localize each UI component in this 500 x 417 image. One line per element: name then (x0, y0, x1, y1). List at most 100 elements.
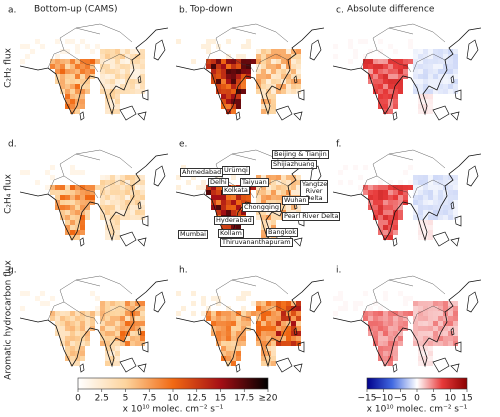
grid-cell (423, 220, 428, 225)
grid-cell (418, 94, 423, 99)
grid-cell (55, 64, 60, 69)
grid-cell (383, 296, 388, 301)
grid-cell (393, 316, 398, 321)
grid-cell (80, 79, 85, 84)
grid-cell (130, 69, 135, 74)
grid-cell (271, 79, 276, 84)
grid-cell (130, 84, 135, 89)
grid-cell (70, 225, 75, 230)
grid-cell (281, 84, 286, 89)
grid-cell (448, 341, 453, 346)
grid-cell (296, 331, 301, 336)
grid-cell (383, 99, 388, 104)
grid-cell (231, 351, 236, 356)
grid-cell (231, 69, 236, 74)
grid-cell (246, 59, 251, 64)
grid-cell (45, 301, 50, 306)
grid-cell (393, 205, 398, 210)
grid-cell (393, 331, 398, 336)
grid-cell (398, 326, 403, 331)
grid-cell (140, 205, 145, 210)
grid-cell (368, 185, 373, 190)
grid-cell (378, 195, 383, 200)
grid-cell (125, 74, 130, 79)
grid-cell (226, 79, 231, 84)
grid-cell (105, 180, 110, 185)
grid-cell (80, 74, 85, 79)
grid-cell (55, 326, 60, 331)
grid-cell (105, 316, 110, 321)
island (454, 89, 462, 101)
grid-cell (236, 210, 241, 215)
grid-cell (120, 74, 125, 79)
grid-cell (125, 180, 130, 185)
grid-cell (383, 235, 388, 240)
grid-cell (95, 185, 100, 190)
grid-cell (271, 180, 276, 185)
grid-cell (413, 321, 418, 326)
grid-cell (80, 59, 85, 64)
map-panel: b. Top-down (176, 5, 324, 121)
grid-cell (373, 185, 378, 190)
grid-cell (176, 291, 181, 296)
grid-cell (80, 336, 85, 341)
grid-cell (453, 326, 458, 331)
grid-cell (65, 79, 70, 84)
grid-cell (105, 195, 110, 200)
grid-cell (398, 64, 403, 69)
grid-cell (423, 321, 428, 326)
colorbar-tick-label: 0 (75, 394, 81, 404)
grid-cell (343, 301, 348, 306)
grid-cell (363, 39, 368, 44)
grid-cell (100, 311, 105, 316)
grid-cell (60, 215, 65, 220)
column-title: Top-down (189, 5, 233, 15)
grid-cell (125, 185, 130, 190)
grid-cell (105, 185, 110, 190)
grid-cell (50, 190, 55, 195)
grid-cell (256, 200, 261, 205)
grid-cell (286, 321, 291, 326)
grid-cell (383, 195, 388, 200)
grid-cell (140, 336, 145, 341)
grid-cell (383, 346, 388, 351)
grid-cell (221, 336, 226, 341)
cells (20, 39, 145, 114)
grid-cell (428, 99, 433, 104)
grid-cell (105, 89, 110, 94)
grid-cell (201, 44, 206, 49)
grid-cell (226, 39, 231, 44)
border (203, 275, 289, 325)
grid-cell (423, 64, 428, 69)
grid-cell (408, 165, 413, 170)
grid-cell (296, 49, 301, 54)
grid-cell (120, 326, 125, 331)
grid-cell (428, 195, 433, 200)
grid-cell (453, 79, 458, 84)
island (293, 111, 303, 121)
grid-cell (276, 195, 281, 200)
grid-cell (125, 301, 130, 306)
grid-cell (276, 54, 281, 59)
grid-cell (216, 200, 221, 205)
grid-cell (236, 356, 241, 361)
grid-cell (433, 59, 438, 64)
grid-cell (428, 235, 433, 240)
grid-cell (241, 341, 246, 346)
grid-cell (241, 79, 246, 84)
grid-cell (388, 104, 393, 109)
grid-cell (65, 185, 70, 190)
grid-cell (70, 200, 75, 205)
grid-cell (80, 356, 85, 361)
grid-cell (125, 89, 130, 94)
grid-cell (403, 170, 408, 175)
grid-cell (246, 291, 251, 296)
grid-cell (221, 84, 226, 89)
grid-cell (216, 296, 221, 301)
grid-cell (433, 205, 438, 210)
grid-cell (393, 215, 398, 220)
grid-cell (256, 306, 261, 311)
grid-cell (110, 84, 115, 89)
grid-cell (60, 200, 65, 205)
grid-cell (286, 89, 291, 94)
